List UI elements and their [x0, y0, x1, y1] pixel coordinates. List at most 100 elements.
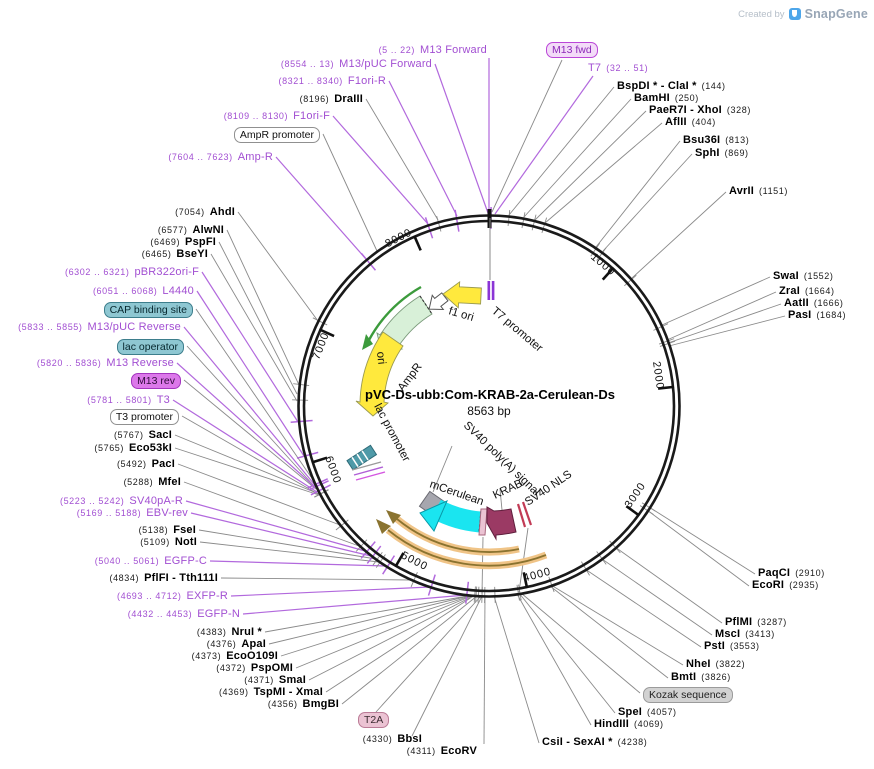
- label-paer7i-xhoi: PaeR7I - XhoI (328): [649, 104, 751, 116]
- connector-line: [491, 59, 563, 213]
- connector-line: [209, 560, 387, 567]
- label-box-m13-rev: M13 rev: [131, 373, 181, 389]
- connector-line: [268, 594, 474, 645]
- label-smai: (4371) SmaI: [244, 674, 306, 686]
- connector-line: [434, 63, 489, 214]
- label-tspmi-xmai: (4369) TspMI - XmaI: [218, 686, 323, 698]
- primer-site-tick: [290, 419, 313, 424]
- connector-line: [186, 345, 315, 487]
- connector-line: [341, 595, 478, 705]
- primer-site-tick: [454, 209, 460, 232]
- connector-line: [518, 592, 616, 714]
- label-bsu36i: Bsu36I (813): [683, 134, 750, 146]
- label-ecoo109i: (4373) EcoO109I: [191, 650, 278, 662]
- label-apai: (4376) ApaI: [206, 638, 266, 650]
- label-csii-sexai: CsiI - SexAI * (4238): [542, 736, 648, 748]
- enzyme-site-tick: [581, 561, 590, 576]
- orange-arc-outer-arrowhead: [376, 519, 391, 534]
- label-box-kozak: Kozak sequence: [643, 687, 733, 703]
- primer-site-tick: [360, 541, 376, 559]
- ampr-truncation-dashes: [419, 295, 433, 315]
- connector-line: [308, 594, 476, 681]
- label-fsei: (5138) FseI: [138, 524, 196, 536]
- enzyme-site-tick: [481, 586, 483, 603]
- krab-arrow: [486, 506, 517, 541]
- label-zrai: ZraI (1664): [779, 285, 835, 297]
- feature-label-ori: ori: [374, 351, 387, 365]
- connector-line: [183, 326, 315, 485]
- label-aflii: AflII (404): [665, 116, 716, 128]
- label-draiii: (8196) DraIII: [299, 93, 363, 105]
- label-psti: PstI (3553): [704, 640, 760, 652]
- label-msci: MscI (3413): [715, 628, 775, 640]
- connector-line: [631, 191, 727, 279]
- connector-line: [174, 434, 320, 495]
- label-egfp-c: (5040 .. 5061) EGFP-C: [94, 555, 207, 567]
- connector-line: [550, 584, 684, 666]
- ori-arrow: [355, 331, 404, 417]
- connector-line: [595, 140, 681, 248]
- orange-arc-outer-line: [387, 529, 547, 567]
- plasmid-name: pVC-Ds-ubb:Com-KRAB-2a-Cerulean-Ds: [365, 387, 615, 402]
- label-bamhi: BamHI (250): [634, 92, 699, 104]
- label-box-t3-promoter: T3 promoter: [109, 409, 179, 425]
- enzyme-site-tick: [624, 274, 637, 287]
- enzyme-site-tick: [292, 399, 309, 401]
- label-box-ampr-promoter: AmpR promoter: [233, 127, 320, 143]
- plasmid-size: 8563 bp: [467, 404, 511, 418]
- connector-line: [325, 594, 476, 693]
- connector-line: [196, 290, 305, 457]
- mcerulean-arrowhead: [419, 500, 448, 532]
- orange-arc-inner-arrowhead: [386, 510, 401, 524]
- label-bspdi-clai: BspDI * - ClaI * (144): [617, 80, 726, 92]
- snapgene-brand: SnapGene: [804, 7, 868, 21]
- label-box-lac-operator: lac operator: [116, 339, 184, 355]
- connector-line: [280, 594, 475, 657]
- connector-line: [646, 509, 750, 587]
- connector-line: [199, 541, 380, 563]
- connector-line: [544, 122, 663, 224]
- connector-line: [375, 595, 482, 713]
- ruler-label-6000: 6000: [322, 455, 343, 486]
- connector-line: [411, 595, 483, 737]
- label-m13-reverse: (5820 .. 5836) M13 Reverse: [36, 357, 174, 369]
- connector-line: [185, 500, 366, 552]
- connector-line: [183, 481, 360, 547]
- connector-line: [432, 445, 453, 493]
- primer-site-tick: [465, 581, 470, 604]
- label-m13-forward: (5 .. 22) M13 Forward: [378, 44, 487, 56]
- connector-line: [494, 75, 594, 215]
- connector-line: [275, 156, 367, 260]
- label-ecori: EcoRI (2935): [752, 579, 819, 591]
- connector-line: [176, 362, 316, 488]
- snapgene-watermark: Created by SnapGene: [738, 7, 868, 21]
- connector-line: [493, 595, 540, 744]
- sv40-nls-mark: [516, 503, 527, 528]
- connector-line: [534, 110, 647, 221]
- label-l4440: (6051 .. 6068) L4440: [92, 285, 194, 297]
- label-saci: (5767) SacI: [113, 429, 172, 441]
- ruler-tick: [311, 456, 328, 464]
- primer-site-tick: [296, 451, 319, 459]
- enzyme-site-tick: [639, 505, 654, 515]
- label-mfei: (5288) MfeI: [123, 476, 181, 488]
- connector-line: [230, 586, 431, 597]
- label-paci: (5492) PacI: [116, 458, 175, 470]
- enzyme-site-tick: [548, 576, 555, 593]
- label-nrui: (4383) NruI *: [196, 626, 262, 638]
- primer-site-tick: [366, 545, 382, 564]
- enzyme-site-tick: [541, 217, 548, 234]
- connector-line: [549, 585, 669, 679]
- primer-site-tick: [424, 217, 434, 239]
- enzyme-site-tick: [494, 586, 496, 603]
- lac-operator-marks: [346, 444, 378, 471]
- connector-line: [520, 592, 641, 694]
- label-amp-r: (7604 .. 7623) Amp-R: [168, 151, 273, 163]
- connector-line: [666, 291, 777, 341]
- label-eco53ki: (5765) Eco53kI: [94, 442, 172, 454]
- connector-line: [322, 133, 378, 252]
- connector-line: [177, 463, 341, 526]
- connector-line: [190, 512, 372, 557]
- label-swai: SwaI (1552): [773, 270, 834, 282]
- connector-line: [523, 98, 632, 218]
